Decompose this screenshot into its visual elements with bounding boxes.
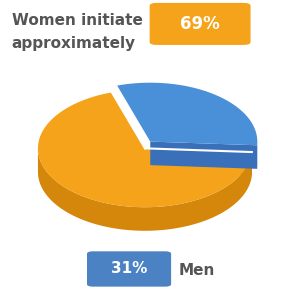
FancyBboxPatch shape <box>150 3 251 45</box>
Text: Men: Men <box>178 263 215 278</box>
Polygon shape <box>38 148 252 231</box>
Text: Women initiate: Women initiate <box>12 13 142 28</box>
Polygon shape <box>38 92 252 207</box>
Polygon shape <box>150 142 257 169</box>
Text: approximately: approximately <box>12 36 136 51</box>
Polygon shape <box>117 83 257 145</box>
Text: 69%: 69% <box>180 15 220 33</box>
Text: 31%: 31% <box>111 262 147 276</box>
Polygon shape <box>145 148 252 176</box>
FancyBboxPatch shape <box>87 251 171 287</box>
